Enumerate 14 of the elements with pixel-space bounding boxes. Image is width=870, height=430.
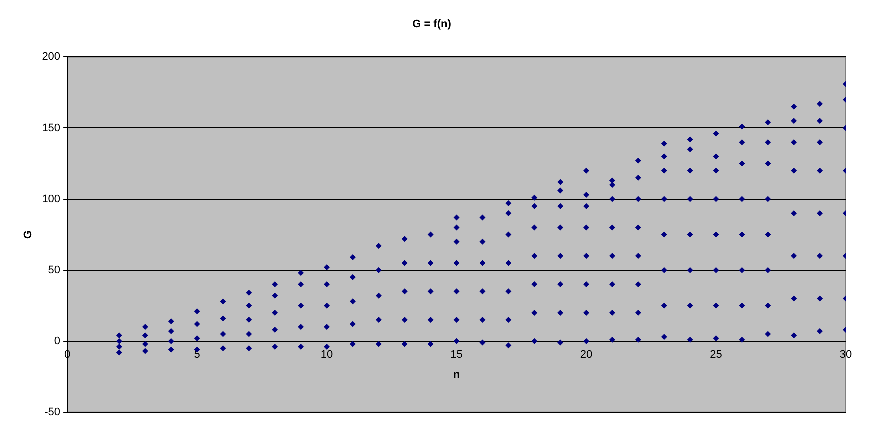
x-tick-label: 10 [320,348,334,361]
chart-title: G = f(n) [412,18,452,31]
y-tick-label: 200 [42,51,61,64]
x-tick-label: 25 [710,348,722,361]
y-tick-label: 0 [54,335,61,348]
y-tick-label: 100 [42,193,61,206]
y-tick-label: 50 [48,264,61,276]
y-tick-label: 150 [42,122,61,134]
x-tick-label: 30 [840,348,852,361]
y-tick-label: -50 [44,406,61,418]
x-axis-title: n [453,369,460,382]
x-tick-label: 15 [450,348,463,361]
y-axis-title: G [22,230,35,240]
x-tick-label: 20 [580,348,593,361]
